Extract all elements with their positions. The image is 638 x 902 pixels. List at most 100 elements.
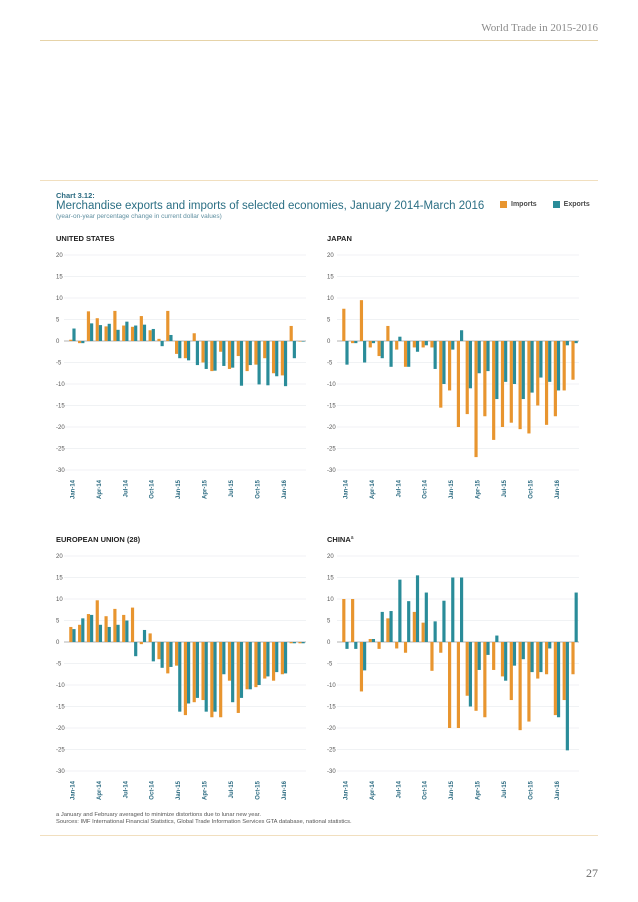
bar-imports (359, 300, 364, 341)
bar-imports (289, 642, 293, 644)
y-tick-label: -5 (56, 662, 62, 668)
x-tick-label: Jan-16 (282, 780, 288, 800)
bar-imports (175, 642, 179, 666)
x-tick-label: Apr-14 (97, 479, 103, 499)
bar-exports (530, 341, 534, 393)
bar-imports (483, 341, 487, 417)
bar-imports (236, 341, 240, 357)
x-tick-label: Jul-14 (123, 479, 129, 497)
bar-exports (468, 642, 472, 707)
bar-imports (500, 642, 505, 677)
y-tick-label: -30 (56, 769, 65, 775)
bar-exports (486, 341, 490, 372)
y-tick-label: -10 (56, 382, 65, 388)
bar-imports (421, 622, 425, 642)
y-tick-label: 5 (327, 318, 331, 324)
bar-exports (107, 323, 111, 341)
bar-exports (292, 642, 296, 644)
bar-exports (90, 323, 94, 341)
x-tick-label: Jan-16 (282, 479, 288, 499)
y-tick-label: 15 (56, 576, 63, 582)
y-tick-label: 20 (56, 253, 63, 259)
bar-imports (166, 642, 170, 674)
x-tick-label: Apr-15 (203, 479, 209, 499)
bar-exports (72, 328, 76, 341)
bar-imports (395, 642, 399, 649)
y-tick-label: 15 (327, 576, 334, 582)
y-tick-label: -5 (327, 361, 333, 367)
bar-exports (565, 341, 569, 346)
x-tick-label: Apr-15 (476, 780, 482, 800)
x-tick-label: Jul-14 (396, 780, 402, 798)
bar-exports (548, 642, 552, 649)
chart-title: Merchandise exports and imports of selec… (56, 200, 485, 212)
bar-exports (301, 642, 305, 644)
bar-exports (142, 324, 147, 341)
footnote-sources: Sources: IMF International Financial Sta… (56, 819, 352, 825)
y-tick-label: -15 (56, 705, 65, 711)
bar-exports (495, 341, 499, 400)
bar-exports (248, 642, 252, 690)
y-tick-label: 10 (56, 597, 63, 603)
x-tick-label: Apr-14 (370, 780, 376, 800)
y-tick-label: -25 (56, 748, 65, 754)
bar-exports (178, 341, 182, 359)
bar-exports (187, 341, 191, 361)
bar-exports (354, 341, 358, 344)
x-tick-label: Jan-14 (70, 479, 76, 499)
bar-exports (204, 642, 208, 712)
bar-exports (539, 341, 543, 378)
bar-exports (556, 642, 561, 718)
bar-exports (134, 642, 138, 657)
bar-imports (148, 633, 152, 642)
bar-exports (548, 341, 552, 382)
bar-imports (527, 642, 531, 722)
x-tick-label: Jan-15 (449, 479, 455, 499)
bar-exports (486, 642, 490, 655)
x-tick-label: Apr-14 (97, 780, 103, 800)
bar-imports (351, 599, 355, 642)
bar-imports (403, 642, 408, 653)
y-tick-label: -10 (327, 683, 336, 689)
bar-exports (433, 621, 437, 642)
bar-imports (571, 341, 575, 380)
bar-imports (465, 341, 469, 415)
y-tick-label: -30 (327, 769, 336, 775)
bar-exports (142, 629, 147, 642)
bar-exports (283, 642, 288, 674)
bar-imports (157, 642, 161, 660)
bar-imports (86, 614, 91, 642)
bar-imports (456, 642, 460, 728)
x-tick-label: Jan-15 (176, 479, 182, 499)
bar-exports (239, 341, 244, 386)
x-tick-label: Apr-14 (370, 479, 376, 499)
y-tick-label: 0 (327, 339, 331, 345)
bar-imports (227, 341, 232, 369)
bar-imports (386, 618, 390, 642)
bar-exports (468, 341, 472, 389)
bar-exports (301, 341, 305, 342)
chart-bottom-rule (40, 835, 598, 836)
bar-imports (377, 341, 381, 357)
y-tick-label: 5 (327, 619, 331, 625)
bar-exports (565, 642, 569, 751)
legend-label-exports: Exports (563, 201, 590, 208)
bar-imports (130, 326, 135, 341)
bar-imports (509, 341, 513, 423)
bar-exports (98, 325, 103, 341)
y-tick-label: -30 (56, 468, 65, 474)
bar-imports (544, 642, 549, 675)
x-tick-label: Oct-15 (529, 780, 535, 799)
bar-exports (371, 638, 376, 642)
bar-imports (492, 642, 496, 670)
bar-exports (345, 341, 349, 365)
bar-exports (222, 341, 226, 366)
bar-imports (78, 624, 82, 642)
bar-exports (477, 341, 481, 374)
y-tick-label: 0 (327, 640, 331, 646)
bar-imports (139, 642, 143, 645)
bar-exports (204, 341, 208, 369)
y-tick-label: -25 (327, 447, 336, 453)
bar-exports (380, 611, 384, 642)
